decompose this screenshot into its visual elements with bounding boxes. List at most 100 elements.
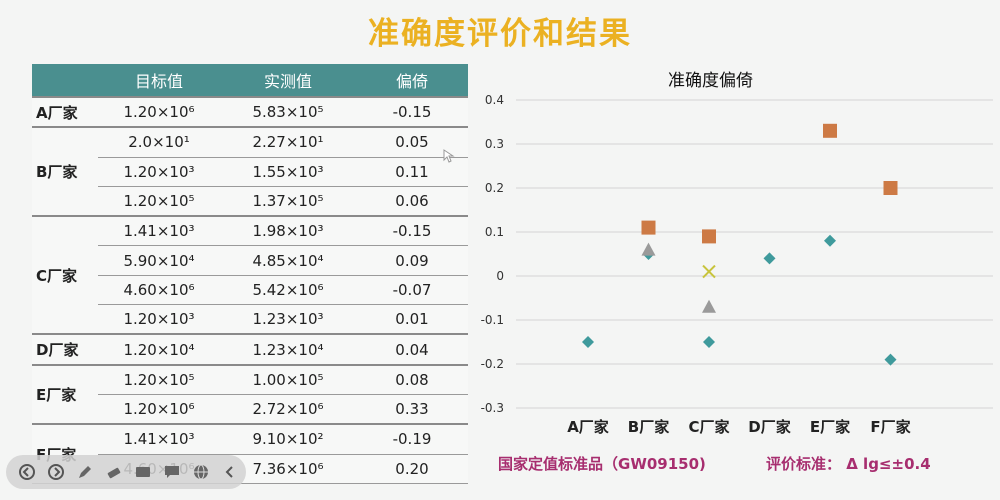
table-row: 1.20×10⁶ 2.72×10⁶ 0.33: [32, 394, 468, 425]
pen-icon[interactable]: [74, 461, 96, 483]
data-point-triangle: [702, 299, 716, 313]
measured-cell: 5.83×10⁵: [220, 95, 356, 128]
comment-icon[interactable]: [161, 461, 183, 483]
x-tick-label: E厂家: [810, 418, 850, 436]
bias-cell: -0.15: [356, 95, 468, 128]
bias-cell: 0.05: [356, 126, 468, 158]
bias-cell: 0.20: [356, 454, 468, 484]
target-cell: 1.20×10⁵: [98, 363, 220, 395]
y-tick-label: 0.2: [485, 181, 504, 195]
vendor-cell: A厂家: [32, 95, 98, 128]
presentation-toolbar: [6, 455, 246, 489]
x-tick-label: F厂家: [870, 418, 910, 436]
measured-cell: 1.23×10³: [220, 304, 356, 335]
table-body: A厂家 1.20×10⁶ 5.83×10⁵ -0.15 B厂家 2.0×10¹ 2.27×1…: [32, 95, 468, 484]
measured-cell: 1.23×10⁴: [220, 333, 356, 366]
table-row: D厂家 1.20×10⁴ 1.23×10⁴ 0.04: [32, 333, 468, 366]
table-row: 1.20×10³ 1.55×10³ 0.11: [32, 157, 468, 187]
measured-cell: 2.27×10¹: [220, 126, 356, 158]
target-cell: 1.20×10⁵: [98, 186, 220, 217]
data-point-triangle: [641, 242, 656, 256]
data-point-square: [883, 181, 898, 195]
measured-cell: 5.42×10⁶: [220, 275, 356, 306]
target-cell: 1.20×10⁶: [98, 95, 220, 128]
x-tick-label: B厂家: [628, 418, 669, 436]
target-cell: 5.90×10⁴: [98, 245, 220, 276]
measured-cell: 1.37×10⁵: [220, 186, 356, 217]
measured-cell: 1.55×10³: [220, 157, 356, 187]
y-tick-label: 0: [496, 269, 504, 283]
table-row: A厂家 1.20×10⁶ 5.83×10⁵ -0.15: [32, 95, 468, 128]
bias-cell: -0.19: [356, 423, 468, 455]
screen-icon[interactable]: [132, 461, 154, 483]
bias-chart: 准确度偏倚 0.4 0.3 0.2 0.1 0 -0.1 -0.2 -0.3 A厂家 B厂家 C厂家…: [468, 60, 998, 480]
table-header-row: 目标值 实测值 偏倚: [32, 64, 468, 97]
data-point-diamond: [884, 353, 897, 366]
bias-cell: 0.06: [356, 186, 468, 217]
target-cell: 1.41×10³: [98, 423, 220, 455]
measured-cell: 1.00×10⁵: [220, 363, 356, 395]
bias-cell: 0.04: [356, 333, 468, 366]
y-tick-label: 0.3: [485, 137, 504, 151]
data-point-x: [702, 264, 716, 279]
data-point-diamond: [824, 234, 836, 247]
table-row: C厂家 1.41×10³ 1.98×10³ -0.15: [32, 215, 468, 335]
table-row: E厂家 1.20×10⁵ 1.00×10⁵ 0.08: [32, 363, 468, 425]
results-table: 目标值 实测值 偏倚 A厂家 1.20×10⁶ 5.83×10⁵ -0.15 B厂家 2.…: [32, 64, 468, 484]
measured-cell: 4.85×10⁴: [220, 245, 356, 276]
vendor-cell: B厂家: [32, 126, 98, 217]
target-cell: 1.41×10³: [98, 215, 220, 247]
bias-cell: 0.33: [356, 394, 468, 425]
target-cell: 1.20×10⁶: [98, 394, 220, 425]
x-tick-label: C厂家: [688, 418, 729, 436]
circle-forward-icon[interactable]: [45, 461, 67, 483]
target-cell: 2.0×10¹: [98, 126, 220, 158]
bias-cell: -0.07: [356, 275, 468, 306]
table-row: B厂家 2.0×10¹ 2.27×10¹ 0.05: [32, 126, 468, 217]
data-point-square: [641, 220, 656, 235]
header-bias: 偏倚: [356, 64, 468, 97]
vendor-cell: E厂家: [32, 363, 98, 425]
target-cell: 1.20×10³: [98, 157, 220, 187]
chart-title: 准确度偏倚: [668, 71, 753, 91]
globe-icon[interactable]: [190, 461, 212, 483]
y-tick-label: -0.2: [481, 357, 504, 371]
y-tick-label: 0.1: [485, 225, 504, 239]
bias-cell: 0.08: [356, 363, 468, 395]
y-tick-label: 0.4: [485, 93, 504, 107]
target-cell: 1.20×10⁴: [98, 333, 220, 366]
measured-cell: 1.98×10³: [220, 215, 356, 247]
x-tick-label: D厂家: [748, 418, 790, 436]
eraser-icon[interactable]: [103, 461, 125, 483]
target-cell: 4.60×10⁶: [98, 275, 220, 306]
data-point-square: [823, 123, 837, 138]
chevron-left-icon[interactable]: [219, 461, 241, 483]
bias-cell: -0.15: [356, 215, 468, 247]
table-row: 1.20×10⁵ 1.37×10⁵ 0.06: [32, 186, 468, 217]
y-tick-label: -0.3: [481, 401, 504, 415]
circle-back-icon[interactable]: [16, 461, 38, 483]
reference-material-note: 国家定值标准品（GW09150): [498, 455, 706, 473]
header-measured: 实测值: [220, 64, 356, 97]
data-point-diamond: [582, 336, 594, 348]
vendor-cell: C厂家: [32, 215, 98, 335]
header-vendor: [32, 64, 98, 97]
target-cell: 1.20×10³: [98, 304, 220, 335]
chart-plot: 0.4 0.3 0.2 0.1 0 -0.1 -0.2 -0.3 A厂家 B厂家 C厂家 D厂家 E厂家…: [481, 93, 993, 436]
data-point-diamond: [703, 336, 715, 348]
data-point-square: [702, 229, 716, 244]
bias-cell: 0.09: [356, 245, 468, 276]
table-row: 4.60×10⁶ 5.42×10⁶ -0.07: [32, 275, 468, 306]
evaluation-criterion-note: 评价标准： Δ lg≤±0.4: [766, 455, 931, 473]
x-tick-label: A厂家: [567, 418, 609, 436]
mouse-cursor-icon: [443, 148, 455, 167]
data-point-diamond: [763, 252, 776, 265]
table-row: 5.90×10⁴ 4.85×10⁴ 0.09: [32, 245, 468, 276]
page-title: 准确度评价和结果: [368, 16, 632, 52]
measured-cell: 2.72×10⁶: [220, 394, 356, 425]
y-tick-label: -0.1: [481, 313, 504, 327]
vendor-cell: D厂家: [32, 333, 98, 366]
header-target: 目标值: [98, 64, 220, 97]
table-row: 1.20×10³ 1.23×10³ 0.01: [32, 304, 468, 335]
